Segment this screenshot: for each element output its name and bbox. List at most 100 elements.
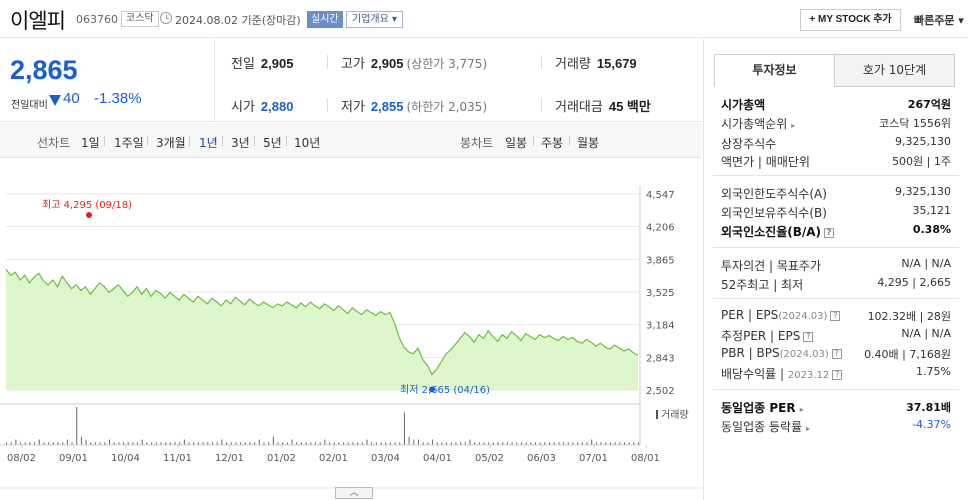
tab-investment-info[interactable]: 투자정보	[714, 54, 835, 87]
period-10y[interactable]: 10년	[294, 136, 321, 150]
volume-bar	[123, 442, 125, 445]
current-price: 2,865	[10, 55, 78, 85]
market-cap-rank-row[interactable]: 시가총액순위 ▸ 코스닥 1556위	[721, 117, 951, 131]
divider	[541, 55, 542, 69]
volume-bar	[38, 439, 40, 445]
volume-bar	[160, 442, 162, 445]
volume-bar	[188, 442, 190, 445]
low-label: 최저 2,665 (04/16)	[400, 384, 490, 396]
volume-bar	[525, 442, 527, 445]
sector-per-row[interactable]: 동일업종 PER ▸ 37.81배	[721, 401, 951, 415]
y-tick-label: 2,502	[646, 386, 675, 397]
volume-bar	[296, 442, 298, 445]
help-icon[interactable]: ?	[803, 332, 814, 342]
volume-bar	[623, 442, 625, 445]
volume-bar	[52, 442, 54, 445]
volume-bar	[85, 439, 87, 445]
volume-bar	[272, 436, 274, 445]
volume-bar	[422, 442, 424, 445]
sector-rate-row[interactable]: 동일업종 등락률 ▸ -4.37%	[721, 418, 951, 434]
volume-bar	[286, 442, 288, 445]
volume-bar	[155, 442, 157, 445]
add-my-stock-button[interactable]: + MY STOCK 추가	[800, 9, 901, 31]
volume-bar	[520, 442, 522, 445]
candle-chart-label: 봉차트	[460, 136, 494, 150]
volume-bar	[24, 442, 26, 445]
volume-bar	[516, 442, 518, 445]
volume-bar	[207, 442, 209, 445]
volume-bar	[539, 442, 541, 445]
volume-bar	[193, 442, 195, 445]
period-1y[interactable]: 1년	[199, 136, 218, 150]
volume-bar	[10, 442, 12, 445]
divider	[327, 98, 328, 112]
x-tick-label: 12/01	[215, 453, 244, 464]
help-icon[interactable]: ?	[830, 311, 841, 321]
est-per-row: 추정PER | EPS? N/A | N/A	[721, 327, 951, 343]
candle-monthly[interactable]: 월봉	[577, 136, 600, 150]
line-chart-label: 선차트	[37, 136, 71, 150]
y-tick-label: 3,525	[646, 288, 675, 299]
help-icon[interactable]: ?	[832, 370, 843, 380]
collapse-chart-button[interactable]: ︿	[335, 487, 373, 499]
volume-bar	[90, 442, 92, 445]
open-price: 시가 2,880	[231, 99, 294, 115]
dividend-row: 배당수익률 | 2023.12? 1.75%	[721, 365, 951, 381]
volume-bar	[249, 442, 251, 445]
volume-bar	[282, 442, 284, 445]
base-date: 2024.08.02 기준(장마감)	[175, 14, 301, 27]
volume-bar	[403, 412, 405, 445]
volume-bar	[146, 442, 148, 445]
volume-bar	[169, 442, 171, 445]
change-rate: -1.38%	[94, 90, 142, 107]
period-3m[interactable]: 3개월	[156, 136, 186, 150]
volume-bar	[258, 439, 260, 445]
x-tick-label: 07/01	[579, 453, 608, 464]
volume-bar	[230, 442, 232, 445]
volume-bar	[389, 442, 391, 445]
volume-bar	[385, 442, 387, 445]
company-overview-button[interactable]: 기업개요 ▾	[346, 11, 403, 28]
volume-bar	[492, 442, 494, 445]
y-tick-label: 3,865	[646, 255, 675, 266]
volume-bar	[577, 442, 579, 445]
divider	[541, 98, 542, 112]
volume-bar	[460, 442, 462, 445]
volume-bar	[497, 442, 499, 445]
week52-row: 52주최고 | 최저 4,295 | 2,665	[721, 276, 951, 292]
volume-bar	[76, 407, 78, 445]
y-tick-label: 3,184	[646, 321, 675, 332]
volume-bar	[333, 442, 335, 445]
low-price: 저가 2,855 (하한가 2,035)	[341, 99, 488, 115]
volume-bar	[66, 439, 68, 445]
volume-bar	[151, 442, 153, 445]
period-1w[interactable]: 1주일	[114, 136, 144, 150]
volume-bar	[478, 442, 480, 445]
volume-bar	[549, 442, 551, 445]
volume-bar	[638, 442, 639, 445]
candle-daily[interactable]: 일봉	[505, 136, 528, 150]
period-5y[interactable]: 5년	[263, 136, 282, 150]
volume-bar	[417, 439, 419, 445]
chart-period-bar: 선차트 1일 1주일 3개월 1년 3년 5년 10년 봉차트 일봉 주봉 월봉	[0, 123, 702, 158]
help-icon[interactable]: ?	[831, 349, 842, 359]
help-icon[interactable]: ?	[824, 228, 835, 238]
opinion-row: 투자의견 | 목표주가 N/A | N/A	[721, 257, 951, 273]
realtime-button[interactable]: 실시간	[307, 11, 343, 28]
volume-bar	[132, 442, 134, 445]
period-3y[interactable]: 3년	[231, 136, 250, 150]
quick-order-button[interactable]: 빠른주문 ▾	[914, 14, 964, 27]
volume-bar	[235, 442, 237, 445]
volume-bar	[48, 442, 50, 445]
volume-bar	[413, 439, 415, 445]
period-1d[interactable]: 1일	[81, 136, 100, 150]
candle-weekly[interactable]: 주봉	[541, 136, 564, 150]
tab-order-book[interactable]: 호가 10단계	[834, 54, 955, 87]
low-marker	[429, 386, 436, 393]
volume-bar	[43, 442, 45, 445]
volume-bar	[427, 442, 429, 445]
volume-bar	[99, 442, 101, 445]
price-area	[6, 269, 638, 390]
x-tick-label: 05/02	[475, 453, 504, 464]
par-value-row: 액면가 | 매매단위 500원 | 1주	[721, 155, 951, 169]
